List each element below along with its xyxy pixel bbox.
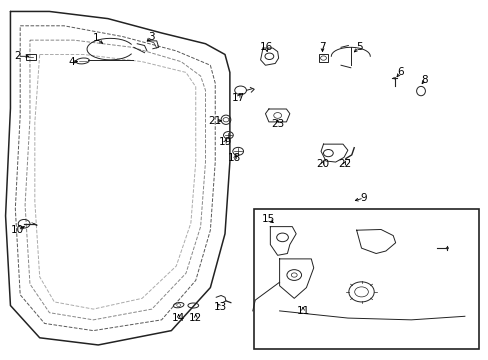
- Bar: [25, 54, 36, 60]
- Text: 22: 22: [337, 159, 350, 169]
- Bar: [318, 54, 328, 62]
- Text: 14: 14: [172, 313, 185, 323]
- Text: 13: 13: [213, 302, 226, 312]
- Text: 18: 18: [228, 153, 241, 163]
- Text: 6: 6: [396, 67, 403, 77]
- Text: 16: 16: [259, 42, 272, 52]
- Bar: [254, 209, 478, 348]
- Text: 17: 17: [231, 93, 244, 103]
- Text: 15: 15: [262, 215, 275, 224]
- Text: 3: 3: [148, 32, 155, 41]
- Text: 11: 11: [296, 306, 309, 316]
- Text: 23: 23: [270, 120, 284, 129]
- Text: 7: 7: [319, 42, 325, 52]
- Text: 20: 20: [315, 159, 328, 169]
- Text: 2: 2: [15, 51, 21, 61]
- Text: 19: 19: [218, 138, 231, 147]
- Text: 21: 21: [208, 116, 222, 126]
- Text: 10: 10: [11, 225, 24, 235]
- Text: 1: 1: [92, 33, 99, 43]
- Text: 4: 4: [68, 57, 75, 67]
- Text: 9: 9: [360, 193, 366, 203]
- Text: 12: 12: [189, 313, 202, 323]
- Text: 8: 8: [421, 75, 427, 85]
- Text: 5: 5: [355, 42, 362, 52]
